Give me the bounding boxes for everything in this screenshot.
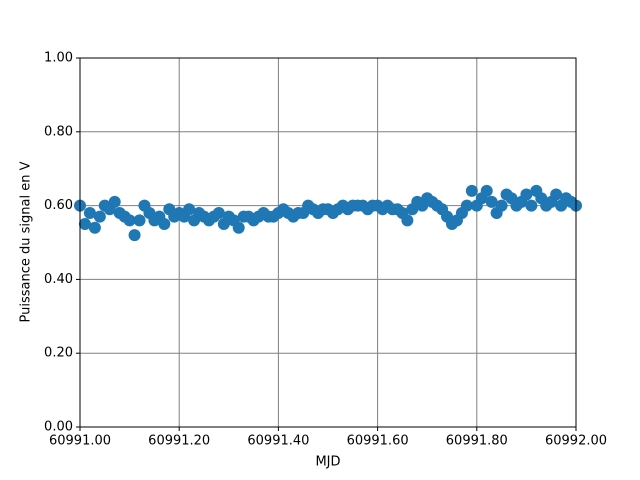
x-tick-label: 60991.20 (148, 434, 210, 449)
y-tick-label: 0.80 (44, 124, 73, 139)
data-point (465, 184, 478, 197)
data-point (83, 206, 96, 219)
x-tick-label: 60991.60 (347, 434, 409, 449)
data-point (495, 199, 508, 212)
data-point (93, 210, 106, 223)
data-point (460, 199, 473, 212)
data-point (78, 218, 91, 231)
data-point (232, 221, 245, 234)
data-point (520, 188, 533, 201)
data-point (550, 188, 563, 201)
data-point (88, 221, 101, 234)
data-point (485, 195, 498, 208)
y-axis-label: Puissance du signal en V (19, 161, 34, 322)
data-point (525, 199, 538, 212)
x-tick-label: 60991.00 (49, 434, 111, 449)
plot-frame (79, 57, 577, 428)
y-tick-label: 0.00 (44, 420, 73, 435)
data-point (212, 206, 225, 219)
data-point (133, 214, 146, 227)
y-tick-label: 0.40 (44, 272, 73, 287)
x-tick-label: 60991.80 (446, 434, 508, 449)
data-point (401, 214, 414, 227)
data-point (108, 195, 121, 208)
x-axis-label: MJD (315, 455, 340, 470)
data-point (480, 184, 493, 197)
x-tick-label: 60991.40 (247, 434, 309, 449)
data-point (158, 218, 171, 231)
data-point (123, 214, 136, 227)
x-tick-label: 60992.00 (545, 434, 607, 449)
y-tick-label: 0.60 (44, 198, 73, 213)
y-tick-label: 1.00 (44, 51, 73, 66)
data-point (183, 203, 196, 216)
y-tick-label: 0.20 (44, 346, 73, 361)
data-point (128, 229, 141, 242)
